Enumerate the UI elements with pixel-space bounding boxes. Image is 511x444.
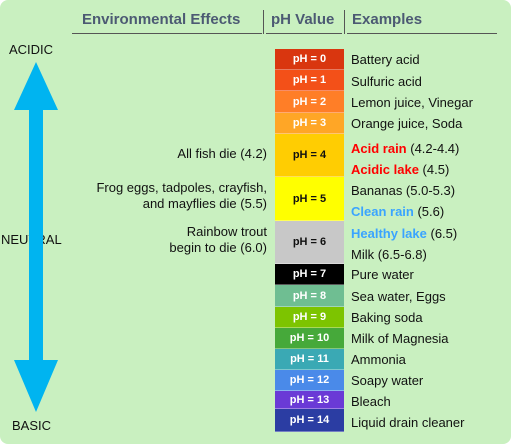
ph-level-cell: pH = 8 — [275, 285, 344, 307]
acidic-label: ACIDIC — [9, 42, 54, 57]
effect-line: begin to die (6.0) — [169, 240, 267, 255]
ph-level-cell: pH = 4 — [275, 134, 344, 177]
example-highlight: Acidic lake — [351, 162, 419, 177]
example-text: Lemon juice, Vinegar — [351, 95, 473, 110]
example-text: Bananas (5.0-5.3) — [351, 183, 456, 198]
ph-level-cell: pH = 7 — [275, 264, 344, 285]
ph-level-cell: pH = 9 — [275, 307, 344, 328]
example-text: Liquid drain cleaner — [351, 415, 465, 430]
basic-label: BASIC — [12, 418, 52, 433]
ph-level-cell: pH = 3 — [275, 113, 344, 134]
header-underline — [266, 33, 342, 34]
example-text: Sulfuric acid — [351, 74, 422, 89]
example-text: (6.5) — [426, 226, 458, 241]
ph-level-cell: pH = 14 — [275, 409, 344, 432]
effect-note: All fish die (4.2) — [177, 146, 267, 162]
example-highlight: Healthy lake — [351, 226, 427, 241]
ph-level-cell: pH = 12 — [275, 370, 344, 391]
ph-level-cell: pH = 1 — [275, 70, 344, 91]
double-arrow-icon — [14, 62, 58, 412]
example-text: Milk (6.5-6.8) — [351, 247, 427, 262]
header-underline — [347, 33, 497, 34]
ph-level-cell: pH = 10 — [275, 328, 344, 349]
example-item: Orange juice, Soda — [351, 115, 462, 132]
example-text: Battery acid — [351, 52, 420, 67]
effect-note: Rainbow trout begin to die (6.0) — [169, 224, 267, 256]
header-divider — [263, 10, 264, 34]
header-divider — [344, 10, 345, 34]
effect-note: Frog eggs, tadpoles, crayfish, and mayfl… — [96, 180, 267, 212]
example-text: Milk of Magnesia — [351, 331, 449, 346]
example-item: Milk of Magnesia — [351, 330, 449, 347]
ph-level-cell: pH = 2 — [275, 91, 344, 113]
example-text: Sea water, Eggs — [351, 289, 446, 304]
example-item: Bleach — [351, 393, 391, 410]
example-item: Ammonia — [351, 351, 406, 368]
example-item: Liquid drain cleaner — [351, 414, 464, 431]
ph-level-cell: pH = 13 — [275, 391, 344, 409]
example-item: Baking soda — [351, 309, 423, 326]
example-text: Soapy water — [351, 373, 424, 388]
effect-line: All fish die (4.2) — [177, 146, 267, 161]
example-item: Milk (6.5-6.8) — [351, 246, 427, 263]
effect-line: and mayflies die (5.5) — [142, 196, 267, 211]
example-item: Clean rain (5.6) — [351, 203, 444, 220]
example-text: Orange juice, Soda — [351, 116, 463, 131]
example-highlight: Clean rain — [351, 204, 414, 219]
header-underline — [72, 33, 262, 34]
example-text: Pure water — [351, 267, 414, 282]
example-text: Bleach — [351, 394, 391, 409]
example-item: Healthy lake (6.5) — [351, 225, 457, 242]
example-item: Bananas (5.0-5.3) — [351, 182, 455, 199]
example-item: Pure water — [351, 266, 414, 283]
header-environmental-effects: Environmental Effects — [82, 11, 241, 28]
ph-level-cell: pH = 0 — [275, 49, 344, 70]
example-item: Battery acid — [351, 51, 420, 68]
example-text: (5.6) — [413, 204, 445, 219]
ph-level-cell: pH = 11 — [275, 349, 344, 370]
example-text: Ammonia — [351, 352, 406, 367]
ph-level-cell: pH = 6 — [275, 221, 344, 264]
example-highlight: Acid rain — [351, 141, 407, 156]
example-item: Soapy water — [351, 372, 423, 389]
example-text: Baking soda — [351, 310, 423, 325]
example-item: Acid rain (4.2-4.4) — [351, 140, 459, 157]
header-examples: Examples — [352, 11, 423, 28]
example-text: (4.2-4.4) — [406, 141, 460, 156]
example-item: Sulfuric acid — [351, 73, 422, 90]
effect-line: Rainbow trout — [186, 224, 267, 239]
ph-level-cell: pH = 5 — [275, 177, 344, 221]
header-ph-value: pH Value — [271, 11, 335, 28]
example-item: Acidic lake (4.5) — [351, 161, 449, 178]
effect-line: Frog eggs, tadpoles, crayfish, — [96, 180, 267, 195]
example-item: Lemon juice, Vinegar — [351, 94, 473, 111]
example-item: Sea water, Eggs — [351, 288, 446, 305]
example-text: (4.5) — [418, 162, 450, 177]
